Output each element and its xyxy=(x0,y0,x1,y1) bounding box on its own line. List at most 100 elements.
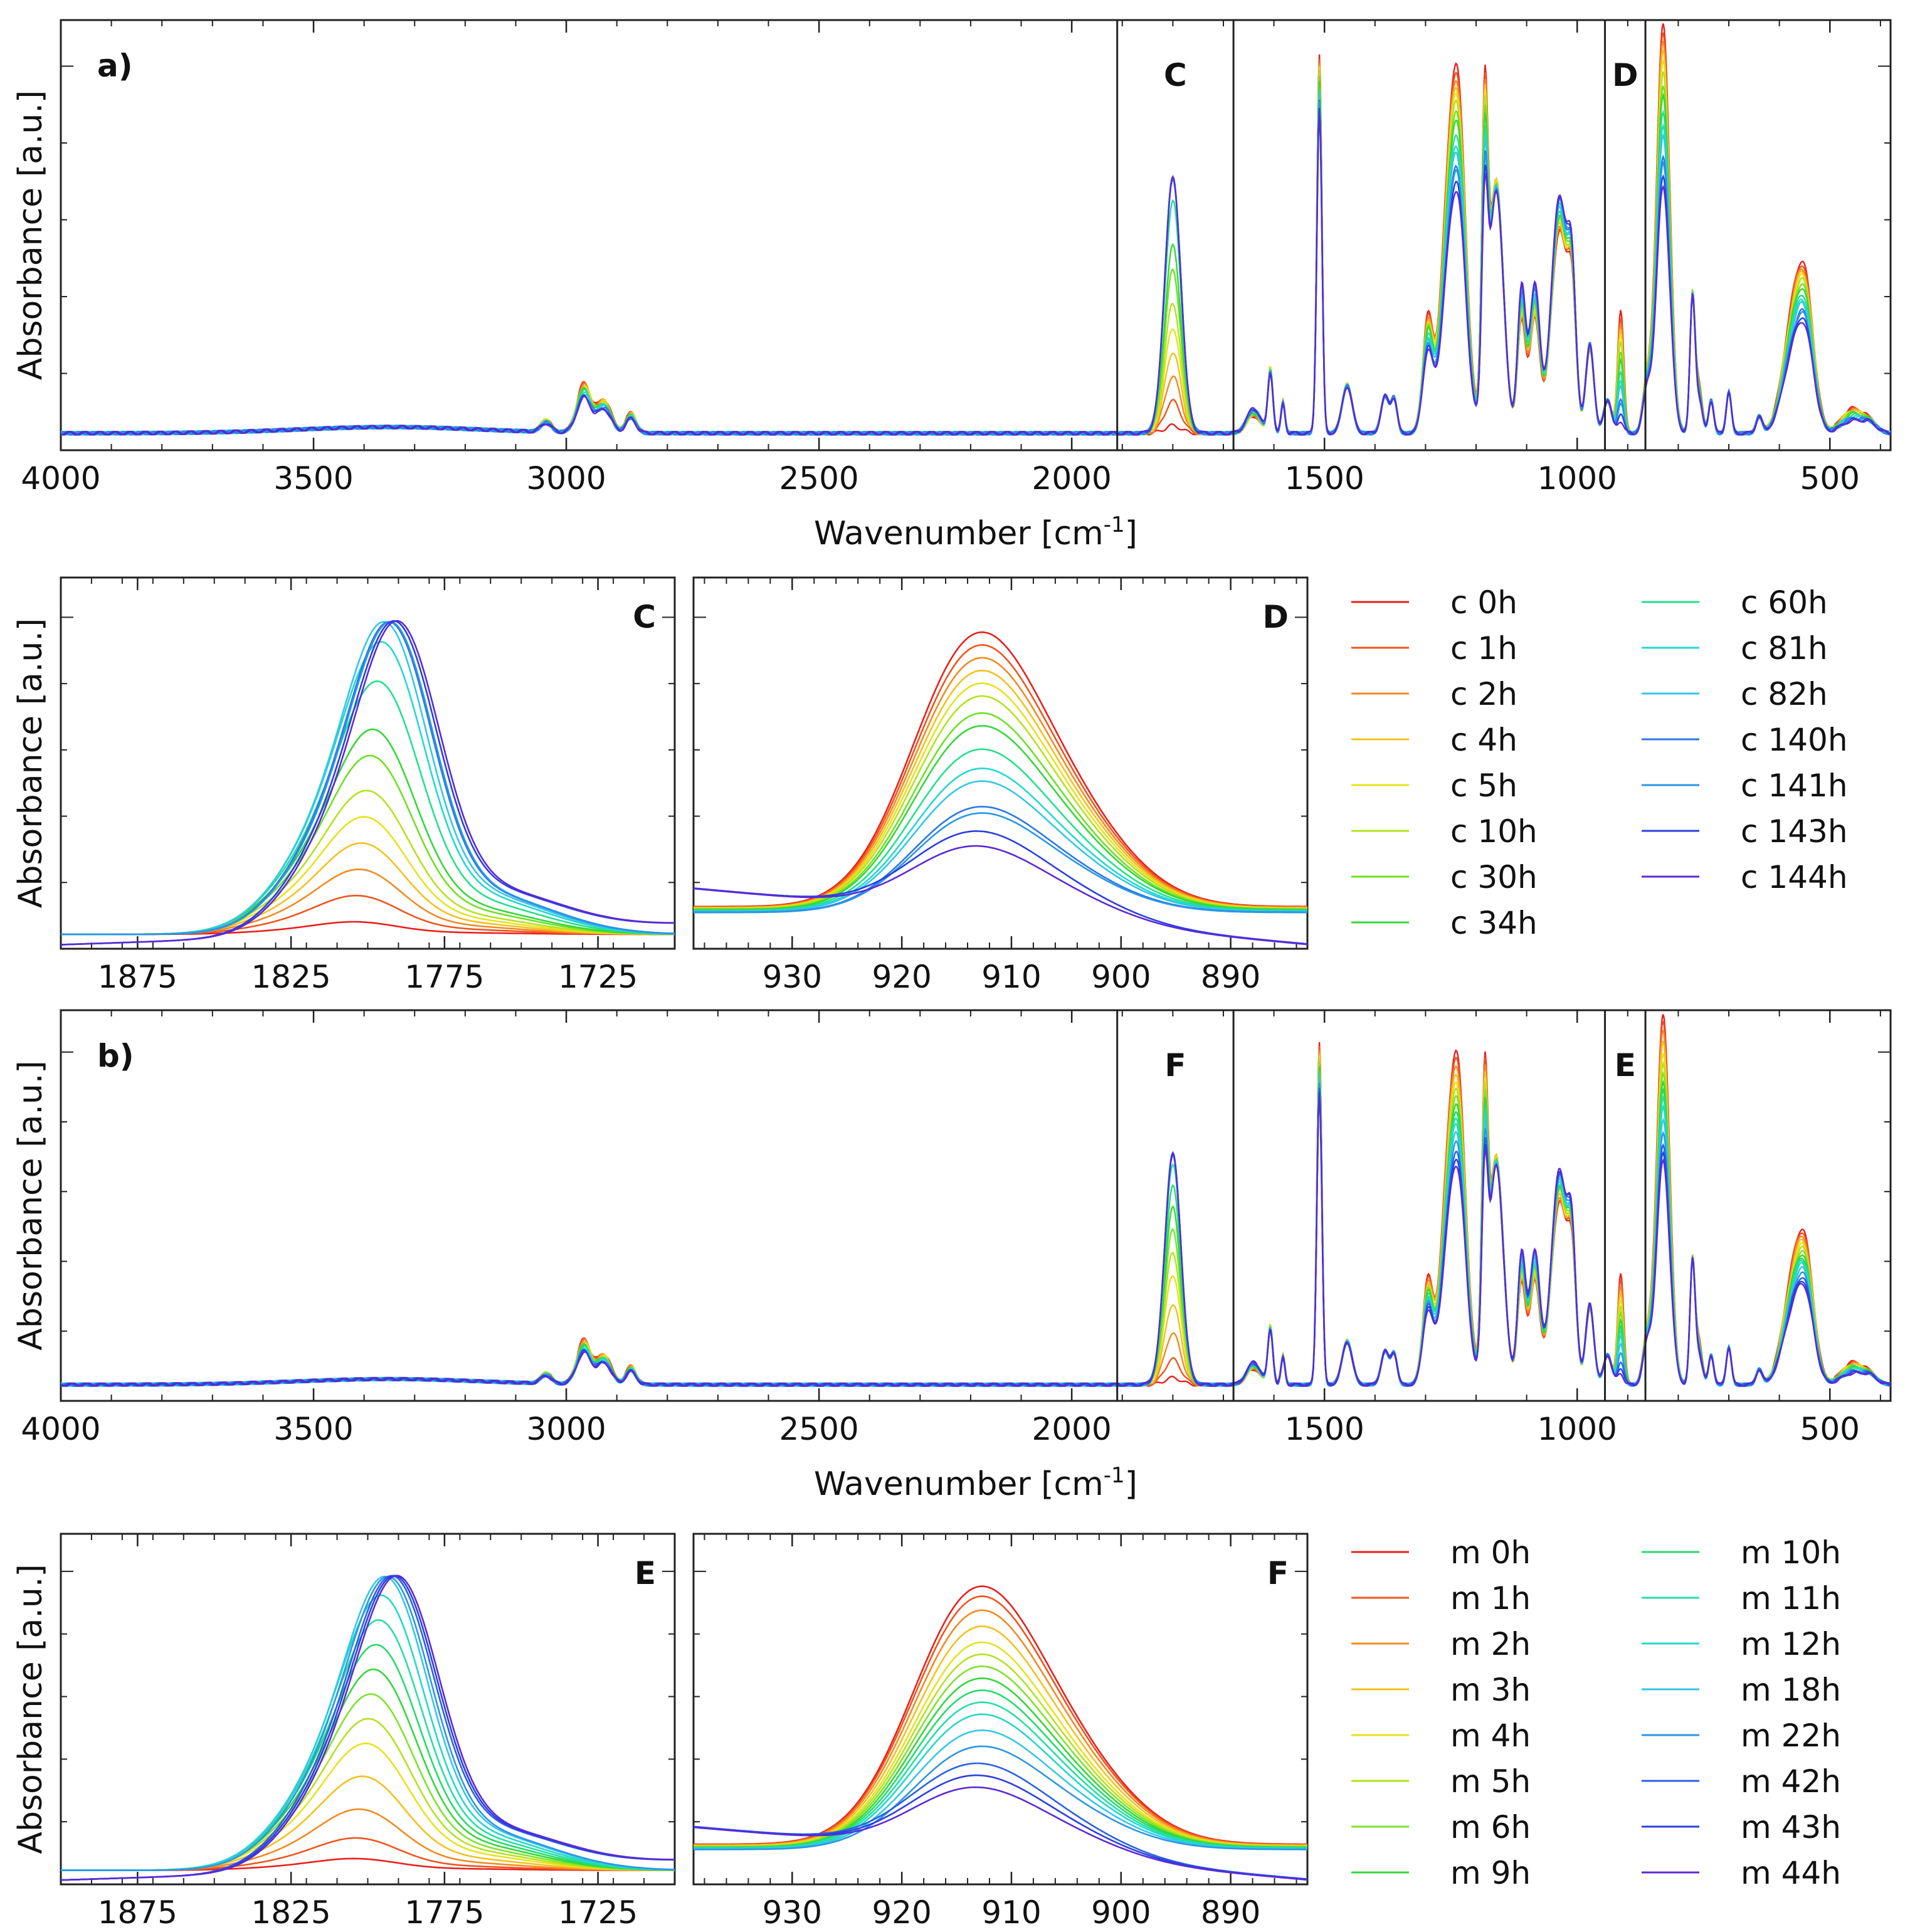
plot-frame xyxy=(60,1009,1892,1402)
legend-item: c 81h xyxy=(1642,630,1828,667)
plot-frame xyxy=(60,576,676,950)
legend-item: c 140h xyxy=(1642,722,1848,758)
plot-frame xyxy=(60,19,1892,451)
legend-item: c 143h xyxy=(1642,813,1848,850)
legend-label: m 10h xyxy=(1741,1534,1841,1571)
legend-label: m 18h xyxy=(1741,1672,1841,1708)
x-tick-label: 1500 xyxy=(1285,1411,1364,1447)
x-tick-label: 1825 xyxy=(251,959,331,995)
legend-item: c 82h xyxy=(1642,676,1828,712)
series-line-m-44h xyxy=(694,1786,1307,1881)
legend-label: c 2h xyxy=(1450,676,1517,712)
legend-label: c 10h xyxy=(1450,813,1538,850)
legend-item: m 11h xyxy=(1642,1580,1841,1617)
panel-label-D: D xyxy=(1262,599,1289,635)
plot-frame xyxy=(692,1533,1309,1886)
series-line-m-11h xyxy=(61,1619,675,1871)
legend-label: c 81h xyxy=(1741,630,1828,667)
series-line-m-5h xyxy=(61,1718,675,1871)
x-tick-label: 890 xyxy=(1201,1894,1260,1931)
legend-m-series: m 0h m 1h m 2h m 3h m 4h m 5h m 6h m 9h m 10h m 1… xyxy=(1351,1534,1841,1891)
series-line-m-2h xyxy=(694,1609,1307,1846)
series-line-c-2h xyxy=(694,657,1307,909)
series-line-m-9h xyxy=(694,1677,1307,1849)
legend-label: c 5h xyxy=(1450,768,1517,804)
series-line-c-1h xyxy=(694,644,1307,908)
legend-item: c 34h xyxy=(1351,905,1538,941)
x-tick-label: 2000 xyxy=(1032,460,1112,497)
series-line-m-0h xyxy=(694,1585,1307,1845)
series-line-m-42h xyxy=(61,1575,675,1881)
legend-label: m 44h xyxy=(1741,1855,1841,1891)
legend-label: c 82h xyxy=(1741,676,1828,712)
legend-label: c 141h xyxy=(1741,768,1848,804)
y-axis-label: Absorbance [a.u.] xyxy=(12,1564,50,1854)
x-tick-label: 1000 xyxy=(1538,460,1617,497)
series-line-c-34h xyxy=(61,728,675,936)
x-tick-label: 1725 xyxy=(558,959,638,995)
panel-F-epoxy-zoom: 930 920 910 900 890 F xyxy=(692,1533,1309,1931)
panel-label-E: E xyxy=(635,1555,656,1592)
legend-item: c 0h xyxy=(1351,584,1517,621)
series-line-c-34h xyxy=(694,725,1307,911)
x-tick-label: 1500 xyxy=(1285,460,1364,497)
legend-item: m 6h xyxy=(1351,1809,1531,1845)
x-tick-label: 4000 xyxy=(21,1411,100,1447)
legend-item: m 0h xyxy=(1351,1534,1531,1571)
panel-label-b: b) xyxy=(97,1038,134,1074)
plot-frame xyxy=(60,1533,676,1886)
legend-label: m 0h xyxy=(1450,1534,1531,1571)
legend-label: m 5h xyxy=(1450,1763,1531,1800)
series-line-m-11h xyxy=(694,1701,1307,1849)
x-tick-label: 920 xyxy=(872,959,931,995)
panel-a-overview-c: 4000 3500 3000 2500 2000 1500 1000 500 Absorbanc… xyxy=(12,19,1892,552)
x-tick-label: 890 xyxy=(1201,959,1260,995)
x-tick-label: 2500 xyxy=(779,460,858,497)
series-line-m-12h xyxy=(61,1594,675,1871)
series-line-m-6h xyxy=(694,1665,1307,1848)
x-tick-label: 900 xyxy=(1091,959,1151,995)
legend-label: c 60h xyxy=(1741,584,1828,621)
series-line-c-5h xyxy=(61,816,675,936)
panel-b-overview-m: 4000 3500 3000 2500 2000 1500 1000 500 Absorbanc… xyxy=(12,1009,1892,1503)
x-tick-label: 1875 xyxy=(98,959,177,995)
series-line-m-10h xyxy=(694,1689,1307,1849)
series-line-c-140h xyxy=(61,621,675,936)
x-tick-label: 2000 xyxy=(1032,1411,1112,1447)
x-tick-label: 1725 xyxy=(558,1894,638,1931)
x-tick-label: 1775 xyxy=(404,1894,484,1931)
series-line-c-144h xyxy=(61,620,675,946)
panel-label-C: C xyxy=(633,599,656,635)
legend-item: m 9h xyxy=(1351,1855,1531,1891)
x-tick-label: 920 xyxy=(872,1894,931,1931)
legend-item: c 1h xyxy=(1351,630,1517,667)
series-line-m-42h xyxy=(694,1762,1307,1880)
legend-label: m 12h xyxy=(1741,1626,1841,1662)
series-line-m-3h xyxy=(61,1775,675,1871)
series-line-m-9h xyxy=(61,1668,675,1871)
legend-item: c 2h xyxy=(1351,676,1517,712)
y-axis-label: Absorbance [a.u.] xyxy=(12,618,50,908)
legend-label: c 30h xyxy=(1450,859,1538,895)
x-tick-label: 500 xyxy=(1800,460,1860,497)
legend-label: m 22h xyxy=(1741,1718,1841,1754)
legend-item: m 43h xyxy=(1642,1809,1841,1845)
x-tick-label: 1825 xyxy=(251,1894,331,1931)
legend-item: m 2h xyxy=(1351,1626,1531,1662)
series-line-m-18h xyxy=(694,1729,1307,1850)
legend-label: m 6h xyxy=(1450,1809,1531,1845)
series-line-m-6h xyxy=(61,1693,675,1871)
plot-frame xyxy=(692,576,1309,950)
y-axis-label: Absorbance [a.u.] xyxy=(12,1060,50,1350)
y-axis-label: Absorbance [a.u.] xyxy=(12,90,50,380)
x-tick-label: 3500 xyxy=(273,1411,353,1447)
legend-label: c 0h xyxy=(1450,584,1517,621)
x-tick-label: 1775 xyxy=(404,959,484,995)
x-tick-label: 500 xyxy=(1800,1411,1860,1447)
legend-item: m 12h xyxy=(1642,1626,1841,1662)
legend-item: m 10h xyxy=(1642,1534,1841,1571)
x-tick-label: 930 xyxy=(762,959,822,995)
region-E-label: E xyxy=(1615,1047,1636,1084)
x-tick-label: 930 xyxy=(762,1894,822,1931)
series-line-m-10h xyxy=(61,1644,675,1871)
